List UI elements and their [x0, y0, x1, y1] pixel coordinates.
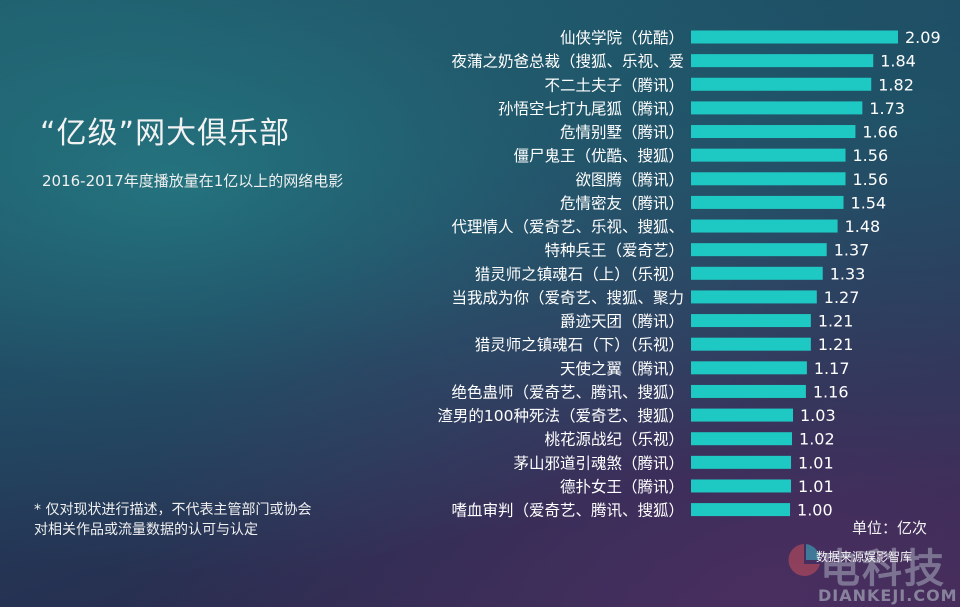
watermark-text: 电科技 — [820, 546, 946, 592]
category-label: 渣男的100种死法（爱奇艺、搜狐） — [437, 407, 684, 425]
category-label: 代理情人（爱奇艺、乐视、搜狐、 — [451, 218, 684, 236]
category-label: 欲图腾（腾讯） — [575, 171, 684, 189]
value-label: 1.73 — [869, 99, 905, 118]
category-label: 特种兵王（爱奇艺） — [544, 242, 684, 260]
watermark: 电科技 DIANKEJI.COM — [782, 536, 960, 607]
value-label: 1.21 — [818, 335, 854, 354]
category-label: 夜蒲之奶爸总裁（搜狐、乐视、爱 — [451, 53, 684, 71]
value-label: 1.54 — [851, 193, 887, 212]
bar — [691, 432, 793, 446]
value-label: 1.03 — [800, 406, 836, 425]
category-label: 不二土夫子（腾讯） — [544, 76, 684, 94]
bar — [691, 408, 794, 422]
bar — [691, 77, 872, 91]
category-label: 桃花源战纪（乐视） — [544, 431, 684, 449]
category-label: 仙侠学院（优酷） — [560, 28, 684, 47]
value-label: 1.56 — [853, 146, 889, 165]
category-label: 危情密友（腾讯） — [560, 194, 684, 212]
value-label: 1.21 — [818, 312, 854, 331]
category-label: 天使之翼（腾讯） — [560, 360, 684, 378]
bar — [691, 148, 846, 162]
category-label: 嗜血审判（爱奇艺、腾讯、搜狐） — [451, 502, 684, 520]
watermark-logo-icon — [788, 544, 821, 576]
value-label: 1.17 — [814, 359, 850, 378]
value-label: 1.00 — [797, 501, 833, 520]
category-label: 孙悟空七打九尾狐（腾讯） — [498, 100, 684, 118]
disclaimer-line-2: 对相关作品或流量数据的认可与认定 — [34, 522, 258, 538]
bar — [691, 337, 811, 351]
source-label: 数据来源娱影智库 — [816, 550, 913, 564]
bar — [691, 361, 807, 375]
bar — [691, 219, 838, 233]
bar — [691, 479, 792, 493]
bar — [691, 125, 856, 139]
value-label: 1.66 — [862, 123, 898, 142]
chart-subtitle: 2016-2017年度播放量在1亿以上的网络电影 — [42, 172, 344, 190]
value-label: 1.01 — [798, 453, 834, 472]
category-label: 猎灵师之镇魂石（下）（乐视） — [475, 336, 684, 354]
value-label: 1.27 — [824, 288, 860, 307]
bar — [691, 384, 806, 398]
value-label: 1.01 — [798, 477, 834, 496]
value-label: 1.02 — [799, 430, 835, 449]
bar — [691, 243, 827, 257]
value-label: 1.84 — [880, 52, 916, 71]
bar — [691, 101, 863, 115]
category-label: 猎灵师之镇魂石（上）（乐视） — [475, 265, 684, 283]
bar — [691, 314, 811, 328]
category-label: 当我成为你（爱奇艺、搜狐、聚力 — [451, 289, 684, 307]
disclaimer-note: * 仅对现状进行描述，不代表主管部门或协会 对相关作品或流量数据的认可与认定 — [34, 500, 394, 540]
chart-title: “亿级”网大俱乐部 — [40, 116, 291, 151]
value-label: 2.09 — [905, 28, 941, 47]
bar — [691, 503, 791, 517]
value-label: 1.56 — [853, 170, 889, 189]
bar — [691, 455, 792, 469]
category-label: 危情别墅（腾讯） — [560, 124, 684, 142]
bar — [691, 172, 846, 186]
bar — [691, 290, 817, 304]
category-label: 德扑女王（腾讯） — [560, 477, 684, 496]
watermark-url: DIANKEJI.COM — [818, 586, 958, 605]
bar — [691, 266, 823, 280]
value-label: 1.82 — [878, 75, 914, 94]
value-label: 1.48 — [845, 217, 881, 236]
bar — [691, 195, 844, 209]
category-label: 茅山邪道引魂煞（腾讯） — [513, 454, 684, 472]
value-label: 1.33 — [830, 264, 866, 283]
bar — [691, 30, 898, 44]
category-label: 僵尸鬼王（优酷、搜狐） — [513, 147, 684, 165]
value-label: 1.37 — [834, 241, 870, 260]
value-label: 1.16 — [813, 382, 849, 401]
category-label: 爵迹天团（腾讯） — [560, 313, 684, 331]
bar — [691, 54, 874, 68]
category-label: 绝色蛊师（爱奇艺、腾讯、搜狐） — [451, 383, 684, 401]
unit-label: 单位：亿次 — [852, 519, 928, 537]
disclaimer-line-1: * 仅对现状进行描述，不代表主管部门或协会 — [34, 502, 312, 518]
